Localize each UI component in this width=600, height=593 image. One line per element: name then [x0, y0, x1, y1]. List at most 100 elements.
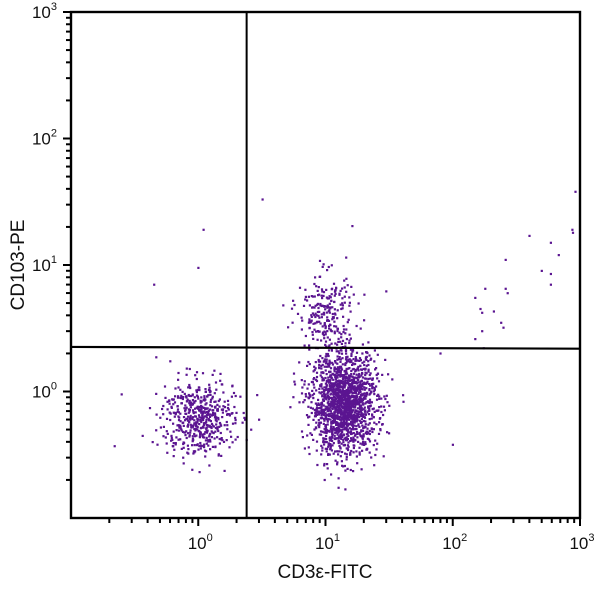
event-dot	[369, 377, 372, 380]
event-dot	[359, 327, 362, 330]
event-dot	[156, 443, 159, 446]
event-dot	[338, 352, 341, 355]
event-dot	[322, 408, 325, 411]
event-dot	[330, 392, 333, 395]
event-dot	[361, 415, 364, 418]
event-dot	[368, 405, 371, 408]
event-dot	[209, 440, 212, 443]
event-dot	[319, 430, 323, 433]
event-dot	[216, 409, 219, 412]
event-dot	[351, 418, 354, 421]
event-dot	[327, 400, 330, 403]
event-dot	[199, 433, 202, 436]
event-dot	[202, 398, 205, 402]
event-dot	[174, 413, 177, 416]
event-dot	[330, 349, 333, 352]
event-dot	[200, 445, 203, 448]
event-dot	[334, 431, 338, 434]
event-dot	[341, 304, 344, 307]
event-dot	[322, 422, 325, 425]
event-dot	[402, 400, 405, 403]
horizontal-gate-line[interactable]	[70, 345, 581, 350]
event-dot	[366, 430, 369, 433]
event-dot	[209, 432, 212, 435]
event-dot	[337, 408, 340, 411]
event-dot	[348, 341, 351, 345]
event-dot	[300, 392, 304, 395]
event-dot	[289, 406, 292, 409]
event-dot	[218, 421, 222, 425]
event-dot	[200, 406, 203, 409]
event-dot	[337, 437, 340, 440]
event-dot	[328, 381, 331, 384]
event-dot	[328, 370, 331, 373]
event-dot	[328, 324, 331, 328]
event-dot	[206, 407, 209, 410]
event-dot	[481, 330, 484, 333]
event-dot	[293, 380, 296, 383]
event-dot	[182, 462, 185, 465]
event-dot	[313, 306, 316, 309]
event-dot	[209, 393, 212, 396]
event-dot	[234, 416, 237, 419]
event-dot	[345, 439, 348, 442]
event-dot	[315, 379, 319, 383]
event-dot	[333, 396, 336, 399]
event-dot	[340, 425, 343, 428]
event-dot	[207, 412, 210, 415]
event-dot	[367, 370, 370, 373]
event-dot	[189, 429, 192, 432]
event-dot	[351, 438, 354, 441]
event-dot	[347, 441, 350, 444]
event-dot	[326, 407, 329, 410]
event-dot	[335, 403, 338, 406]
event-dot	[206, 431, 209, 434]
event-dot	[341, 401, 344, 404]
x-axis-ticks: 100 101 102 103	[108, 518, 595, 553]
event-dot	[370, 357, 373, 360]
event-dot	[355, 400, 358, 403]
x-axis-title: CD3ε-FITC	[277, 562, 372, 583]
event-dot	[345, 404, 349, 407]
event-dot	[261, 198, 264, 201]
event-dot	[358, 446, 361, 449]
event-dot	[342, 405, 345, 408]
event-dot	[205, 427, 208, 430]
event-dot	[214, 381, 218, 384]
event-dot	[179, 438, 182, 441]
event-dot	[342, 419, 345, 422]
event-dot	[385, 394, 388, 397]
event-dot	[355, 324, 358, 328]
event-dot	[315, 371, 319, 374]
event-dot	[313, 368, 316, 372]
event-dot	[318, 426, 321, 429]
event-dot	[341, 464, 344, 467]
event-dot	[184, 419, 187, 422]
event-dot	[345, 375, 348, 379]
event-dot	[321, 394, 324, 397]
event-dot	[366, 400, 369, 404]
event-dot	[205, 423, 208, 427]
event-dot	[340, 409, 343, 412]
event-dot	[191, 418, 194, 421]
event-dot	[198, 435, 202, 438]
event-dot	[320, 411, 323, 414]
event-dot	[334, 289, 337, 292]
event-dot	[355, 373, 358, 376]
event-dot	[162, 435, 165, 438]
event-dot	[155, 413, 158, 416]
event-dot	[324, 440, 327, 444]
event-dot	[370, 427, 373, 430]
event-dot	[355, 428, 358, 431]
event-dot	[195, 371, 199, 374]
event-dot	[327, 445, 330, 448]
event-dot	[148, 407, 152, 410]
event-dot	[338, 379, 341, 382]
event-dot	[379, 428, 382, 431]
event-dot	[205, 450, 208, 453]
event-dot	[185, 406, 188, 409]
event-dot	[348, 383, 351, 386]
event-dot	[361, 441, 365, 445]
event-dot	[382, 405, 386, 408]
event-dot	[207, 413, 210, 416]
